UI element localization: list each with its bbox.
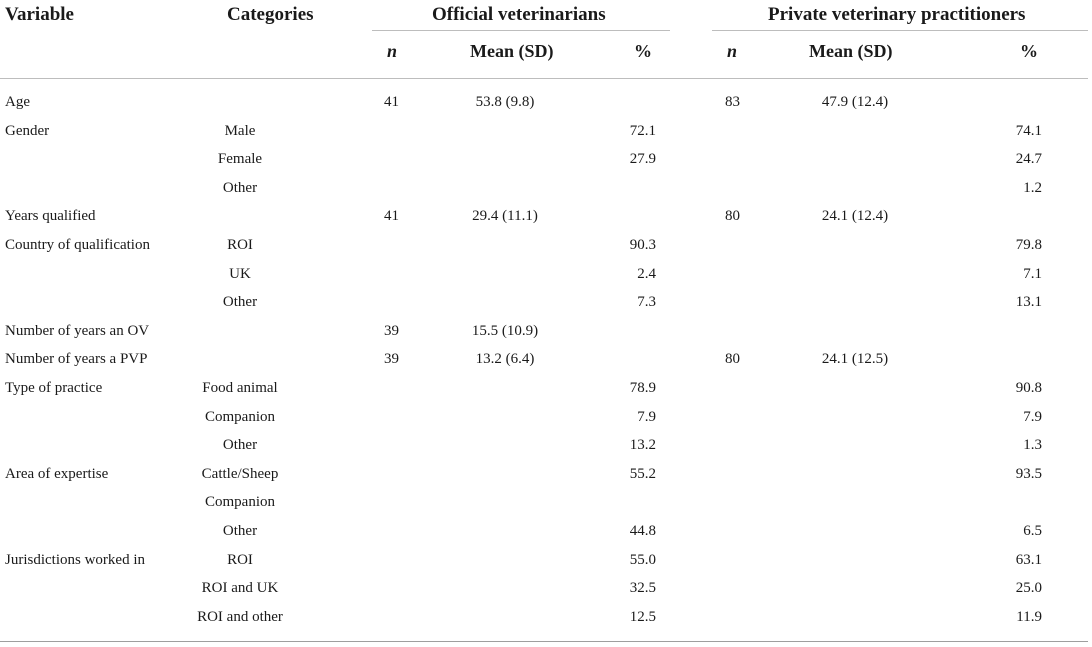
cell-ov-mean-sd: 15.5 (10.9) [471, 322, 539, 339]
cell-category: Other [222, 179, 258, 196]
cell-category: Other [222, 294, 258, 311]
cell-ov-pct: 2.4 [637, 265, 656, 282]
cell-ov-mean-sd: 29.4 (11.1) [472, 208, 538, 225]
cell-category: ROI and UK [201, 580, 279, 597]
subheader-pvp-pct: % [1020, 41, 1038, 61]
table-row: Country of qualification ROI 90.3 79.8 [0, 234, 1092, 256]
cell-ov-pct: 90.3 [629, 237, 656, 253]
cell-pvp-pct: 90.8 [1015, 380, 1042, 396]
cell-variable: Gender [5, 122, 50, 139]
cell-category: Other [222, 437, 258, 454]
cell-pvp-pct: 24.7 [1015, 151, 1042, 168]
cell-category: Other [222, 523, 258, 539]
table-row: Years qualified 41 29.4 (11.1) 80 24.1 (12.4… [0, 205, 1092, 227]
table-row: Other 13.2 1.3 [0, 434, 1092, 456]
table-row: Female 27.9 24.7 [0, 148, 1092, 170]
cell-pvp-n: 80 [725, 351, 740, 368]
cell-pvp-pct: 7.1 [1023, 265, 1042, 282]
cell-ov-pct: 72.1 [629, 122, 656, 139]
table-bottom-rule [0, 641, 1088, 642]
cell-variable: Years qualified [5, 208, 96, 225]
cell-pvp-pct: 11.9 [1016, 608, 1042, 625]
table-row: Jurisdictions worked in ROI 55.0 63.1 [0, 549, 1092, 571]
cell-ov-n: 41 [384, 94, 399, 110]
cell-pvp-n: 83 [725, 94, 740, 110]
table-row: UK 2.4 7.1 [0, 263, 1092, 285]
cell-pvp-pct: 93.5 [1015, 465, 1042, 482]
cell-variable: Number of years a PVP [5, 351, 148, 368]
cell-pvp-pct: 25.0 [1015, 580, 1042, 597]
cell-ov-pct: 55.2 [629, 465, 656, 482]
table-row: Number of years an OV 39 15.5 (10.9) [0, 320, 1092, 342]
cell-category: ROI and other [197, 608, 283, 625]
cell-ov-pct: 78.9 [629, 380, 656, 396]
cell-pvp-pct: 6.5 [1023, 523, 1042, 539]
cell-category: Male [224, 122, 256, 139]
cell-ov-pct: 55.0 [629, 551, 656, 568]
table-row: Companion [0, 491, 1092, 513]
cell-pvp-pct: 7.9 [1023, 408, 1042, 425]
table-row: Age 41 53.8 (9.8) 83 47.9 (12.4) [0, 91, 1092, 113]
cell-category: ROI [227, 237, 253, 253]
subheader-pvp-mean-sd: Mean (SD) [809, 41, 893, 61]
cell-ov-n: 39 [384, 322, 399, 339]
cell-variable: Type of practice [5, 380, 103, 396]
table-row: Other 7.3 13.1 [0, 291, 1092, 313]
cell-category: Companion [205, 494, 275, 511]
cell-ov-pct: 12.5 [629, 608, 656, 625]
cell-variable: Age [5, 94, 30, 110]
pvp-group-rule [712, 30, 1088, 31]
cell-category: Female [217, 151, 263, 168]
cell-pvp-pct: 1.3 [1023, 437, 1042, 454]
cell-category: ROI [227, 551, 253, 568]
cell-variable: Jurisdictions worked in [5, 551, 145, 568]
table-row: ROI and UK 32.5 25.0 [0, 577, 1092, 599]
subheader-ov-pct: % [634, 41, 652, 61]
cell-ov-pct: 7.9 [637, 408, 656, 425]
cell-ov-pct: 44.8 [629, 523, 656, 539]
table-row: Companion 7.9 7.9 [0, 406, 1092, 428]
subheader-ov-n: n [387, 41, 398, 61]
ov-group-rule [372, 30, 670, 31]
cell-pvp-mean-sd: 24.1 (12.4) [821, 208, 889, 225]
table-row: Type of practice Food animal 78.9 90.8 [0, 377, 1092, 399]
table-row: Gender Male 72.1 74.1 [0, 120, 1092, 142]
table-row: Number of years a PVP 39 13.2 (6.4) 80 24.1 … [0, 348, 1092, 370]
header-rule [0, 78, 1088, 79]
cell-category: Food animal [202, 380, 278, 396]
cell-ov-mean-sd: 13.2 (6.4) [475, 351, 535, 368]
table-row: Other 44.8 6.5 [0, 520, 1092, 542]
cell-ov-n: 39 [384, 351, 399, 368]
cell-pvp-pct: 74.1 [1015, 122, 1042, 139]
header-categories: Categories [227, 4, 314, 25]
subheader-ov-mean-sd: Mean (SD) [470, 41, 554, 61]
cell-pvp-n: 80 [725, 208, 740, 225]
cell-pvp-mean-sd: 24.1 (12.5) [821, 351, 889, 368]
cell-variable: Country of qualification [5, 237, 150, 253]
header-private-veterinary-practitioners: Private veterinary practitioners [768, 4, 1026, 25]
cell-pvp-pct: 79.8 [1015, 237, 1042, 253]
cell-ov-pct: 7.3 [637, 294, 656, 311]
cell-variable: Number of years an OV [5, 322, 150, 339]
header-official-veterinarians: Official veterinarians [432, 4, 606, 25]
subheader-pvp-n: n [727, 41, 738, 61]
cell-ov-pct: 13.2 [629, 437, 656, 454]
table-row: ROI and other 12.5 11.9 [0, 606, 1092, 628]
cell-pvp-pct: 1.2 [1023, 179, 1042, 196]
cell-ov-pct: 27.9 [629, 151, 656, 168]
cell-pvp-mean-sd: 47.9 (12.4) [821, 94, 889, 110]
cell-ov-n: 41 [384, 208, 399, 225]
cell-category: UK [229, 265, 251, 282]
cell-ov-pct: 32.5 [629, 580, 656, 597]
cell-variable: Area of expertise [5, 465, 109, 482]
cell-pvp-pct: 13.1 [1015, 294, 1042, 311]
table-row: Area of expertise Cattle/Sheep 55.2 93.5 [0, 463, 1092, 485]
cell-ov-mean-sd: 53.8 (9.8) [475, 94, 535, 110]
cell-category: Companion [205, 408, 275, 425]
table-row: Other 1.2 [0, 177, 1092, 199]
cell-category: Cattle/Sheep [201, 465, 279, 482]
cell-pvp-pct: 63.1 [1015, 551, 1042, 568]
header-variable: Variable [5, 4, 74, 25]
